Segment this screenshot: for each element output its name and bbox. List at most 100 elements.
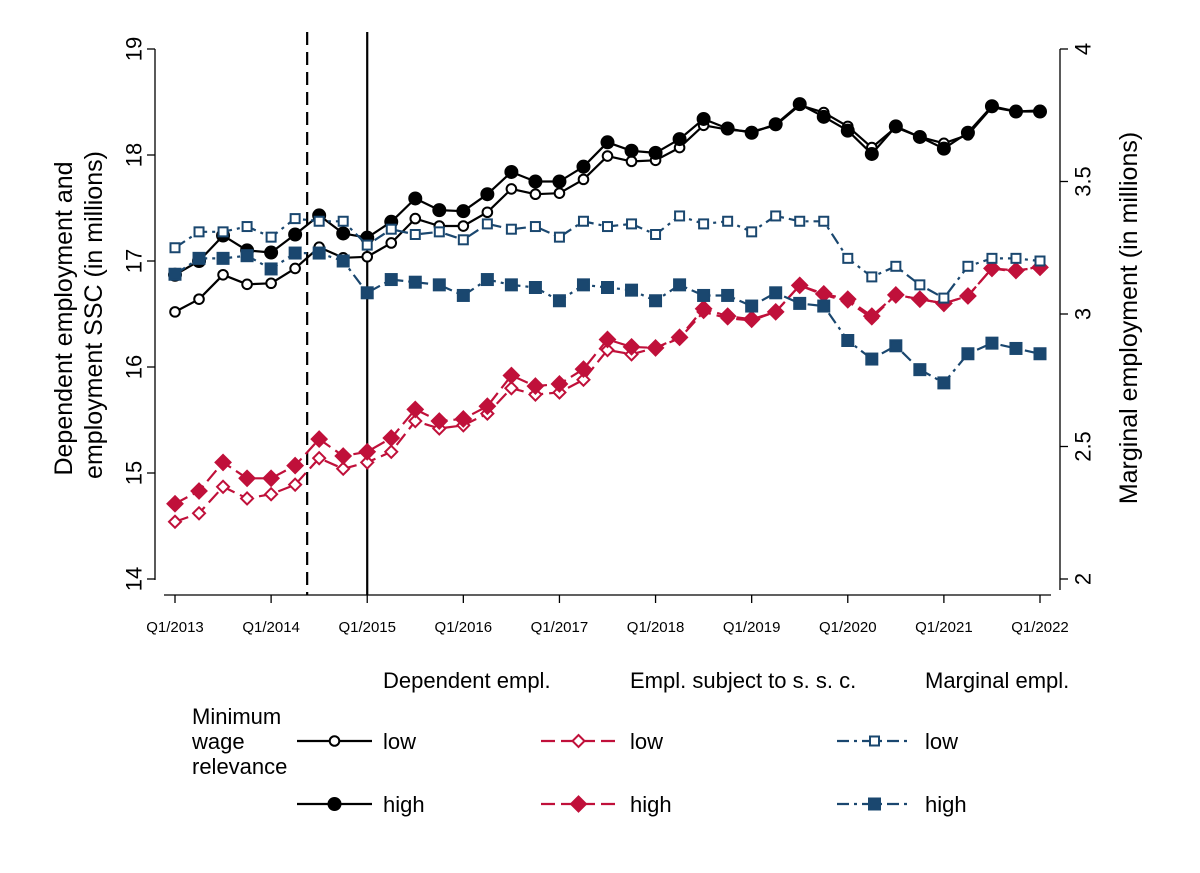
data-point bbox=[650, 229, 662, 240]
x-tick-label: Q1/2017 bbox=[531, 619, 589, 636]
data-point bbox=[1009, 341, 1023, 355]
data-point bbox=[504, 278, 518, 292]
data-point bbox=[910, 290, 929, 309]
series-3 bbox=[166, 258, 1049, 513]
data-point bbox=[698, 218, 710, 230]
data-point bbox=[480, 273, 494, 287]
data-point bbox=[289, 213, 301, 225]
right-y-tick-label: 3 bbox=[1071, 308, 1096, 320]
data-point bbox=[217, 226, 229, 238]
legend-header: Dependent empl. bbox=[383, 668, 551, 693]
data-point bbox=[960, 125, 975, 140]
data-point bbox=[696, 111, 711, 126]
data-point bbox=[432, 278, 446, 292]
right-y-tick-label: 4 bbox=[1071, 43, 1096, 55]
data-point bbox=[574, 360, 593, 379]
data-point bbox=[481, 206, 494, 219]
data-point bbox=[598, 330, 617, 349]
data-point bbox=[288, 246, 302, 260]
data-point bbox=[694, 299, 713, 318]
data-point bbox=[816, 109, 831, 124]
legend-label: high bbox=[383, 792, 425, 817]
x-tick-label: Q1/2022 bbox=[1011, 619, 1069, 636]
data-point bbox=[984, 99, 999, 114]
data-point bbox=[577, 173, 590, 186]
left-y-tick-label: 15 bbox=[122, 461, 147, 485]
right-y-tick-label: 2 bbox=[1071, 573, 1096, 585]
data-point bbox=[838, 290, 857, 309]
left-y-tick-label: 16 bbox=[122, 355, 147, 379]
data-point bbox=[384, 273, 398, 287]
data-point bbox=[602, 221, 613, 233]
series-line bbox=[174, 266, 1041, 505]
data-point bbox=[646, 339, 665, 357]
data-point bbox=[937, 376, 951, 390]
data-point bbox=[769, 286, 783, 300]
data-point bbox=[744, 125, 759, 140]
data-point bbox=[576, 372, 591, 388]
data-point bbox=[670, 328, 689, 347]
data-point bbox=[529, 221, 541, 233]
data-point bbox=[335, 461, 351, 477]
data-point bbox=[866, 271, 878, 283]
right-y-tick-label: 3.5 bbox=[1071, 166, 1096, 197]
x-tick-label: Q1/2013 bbox=[146, 619, 204, 636]
left-y-tick-label: 19 bbox=[122, 37, 147, 61]
data-point bbox=[361, 250, 374, 263]
data-point bbox=[841, 334, 855, 347]
data-point bbox=[406, 400, 425, 419]
data-point bbox=[408, 191, 423, 206]
series-line bbox=[174, 102, 1040, 276]
data-point bbox=[985, 336, 999, 350]
legend-header: Marginal empl. bbox=[925, 668, 1069, 693]
data-point bbox=[865, 352, 879, 366]
legend-group-title: wage bbox=[191, 729, 245, 754]
data-point bbox=[503, 380, 519, 396]
data-point bbox=[216, 251, 230, 265]
data-point bbox=[528, 174, 543, 189]
data-point bbox=[794, 215, 806, 227]
legend-label: high bbox=[925, 792, 967, 817]
data-point bbox=[456, 204, 471, 219]
data-point bbox=[265, 277, 277, 290]
data-point bbox=[1034, 255, 1046, 267]
data-point bbox=[672, 132, 687, 147]
data-point bbox=[262, 469, 281, 488]
left-y-tick-label: 17 bbox=[122, 249, 147, 273]
data-point bbox=[265, 231, 277, 243]
right-axis-title: Marginal employment (in millions) bbox=[1115, 132, 1143, 504]
data-point bbox=[912, 129, 927, 144]
data-point bbox=[481, 218, 493, 230]
data-point bbox=[385, 223, 397, 235]
data-point bbox=[361, 239, 373, 251]
data-point bbox=[192, 251, 206, 265]
data-point bbox=[310, 430, 329, 448]
x-tick-label: Q1/2021 bbox=[915, 619, 973, 636]
right-y-tick-label: 2.5 bbox=[1071, 431, 1096, 462]
data-point bbox=[553, 187, 566, 199]
data-point bbox=[1033, 347, 1047, 361]
data-point bbox=[288, 227, 303, 242]
x-tick-label: Q1/2020 bbox=[819, 619, 877, 636]
axes: 14 15 16 17 18 19 2 2.5 3 3.5 4 Q1/2013 Q1/2014 Q1/20… bbox=[122, 37, 1096, 636]
data-point bbox=[334, 447, 353, 465]
data-point bbox=[287, 477, 303, 493]
data-point bbox=[383, 444, 399, 460]
series-5 bbox=[168, 246, 1047, 390]
data-point bbox=[215, 479, 231, 495]
data-point bbox=[241, 278, 253, 291]
data-point bbox=[890, 260, 902, 272]
data-point bbox=[649, 294, 663, 308]
data-point bbox=[432, 203, 447, 218]
data-point bbox=[624, 143, 639, 158]
data-point bbox=[358, 442, 377, 461]
data-point bbox=[456, 288, 470, 302]
data-point bbox=[601, 150, 614, 162]
data-point bbox=[240, 249, 254, 263]
data-point bbox=[674, 210, 686, 222]
data-point bbox=[983, 259, 1001, 278]
data-point bbox=[625, 155, 638, 168]
legend-key-marker bbox=[328, 735, 341, 747]
left-axis-title-line-1: Dependent employment and bbox=[50, 161, 78, 475]
